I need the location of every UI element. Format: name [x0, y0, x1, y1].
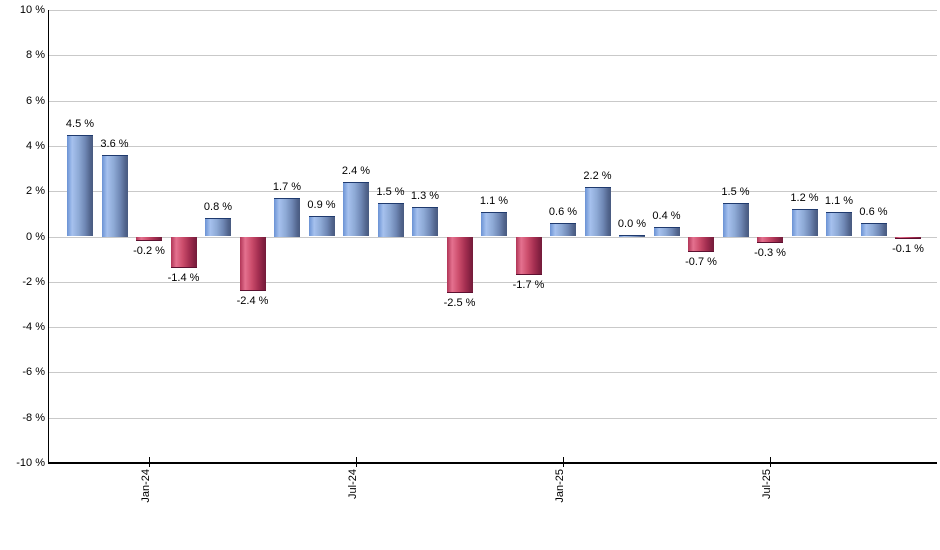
bar-Jan-25 [550, 222, 576, 237]
bar-Apr-24 [239, 236, 266, 291]
bar-value-label: 1.1 % [824, 194, 854, 207]
bar-Dec-24 [515, 236, 542, 275]
y-gridline [48, 372, 937, 374]
y-axis-tick-label: 10 % [19, 4, 45, 16]
bar-Jul-24 [343, 182, 369, 237]
bar-value-label: -2.5 % [443, 297, 476, 310]
bar-Aug-25 [791, 209, 818, 237]
y-gridline [48, 55, 937, 57]
y-gridline [48, 327, 937, 329]
y-gridline [48, 236, 937, 238]
y-axis-tick-label: -6 % [22, 366, 45, 379]
bar-Feb-24 [170, 236, 197, 269]
x-axis-tick-label: Jan-25 [554, 469, 566, 503]
bar-value-label: 1.3 % [410, 190, 440, 203]
bar-value-label: -0.7 % [685, 256, 717, 269]
bar-Nov-25 [895, 236, 921, 239]
bar-value-label: -0.1 % [892, 242, 924, 255]
bar-Sep-25 [826, 211, 852, 237]
bar-Feb-25 [584, 186, 611, 237]
y-axis-tick-label: 8 % [26, 49, 45, 62]
bar-value-label: -1.7 % [512, 279, 545, 291]
bar-Nov-24 [481, 211, 507, 237]
bar-Aug-24 [377, 202, 404, 237]
bar-May-24 [274, 198, 300, 237]
y-axis-tick-label: 0 % [26, 230, 45, 243]
bar-value-label: 0.0 % [617, 217, 647, 230]
x-axis-tick [770, 457, 771, 467]
bar-Jun-24 [308, 216, 335, 237]
bar-Dec-23 [101, 155, 128, 237]
bar-value-label: -0.3 % [754, 247, 786, 260]
y-gridline [48, 100, 937, 102]
bar-Nov-23 [67, 134, 93, 237]
x-axis-tick [356, 457, 357, 467]
bar-value-label: 0.6 % [859, 205, 888, 218]
x-axis-tick-label: Jul-24 [347, 469, 359, 499]
bar-value-label: 4.5 % [65, 117, 95, 130]
bar-Apr-25 [653, 227, 680, 237]
bar-Jan-24 [136, 236, 162, 241]
bar-value-label: 0.8 % [203, 201, 233, 214]
bar-Sep-24 [412, 207, 438, 237]
y-axis-tick-label: -10 % [16, 457, 45, 469]
bar-Oct-25 [860, 222, 887, 237]
y-axis-tick-label: -8 % [22, 411, 45, 424]
y-gridline [48, 281, 937, 283]
bar-value-label: 2.2 % [583, 169, 612, 182]
y-axis-line [48, 10, 49, 464]
bar-Jul-25 [757, 236, 783, 244]
bar-value-label: 1.5 % [376, 185, 405, 198]
x-axis-tick-label: Jul-25 [761, 469, 773, 499]
bar-Mar-24 [205, 218, 231, 237]
y-gridline [48, 417, 937, 419]
y-gridline [48, 191, 937, 193]
y-gridline [48, 145, 937, 147]
bar-value-label: 3.6 % [100, 138, 129, 150]
bar-value-label: 0.9 % [307, 199, 336, 212]
bar-value-label: -0.2 % [133, 245, 165, 257]
bar-value-label: -1.4 % [167, 272, 200, 285]
bar-value-label: 1.2 % [790, 192, 819, 205]
bar-Jun-25 [722, 202, 749, 237]
y-axis-tick-label: 4 % [26, 139, 45, 152]
bar-May-25 [688, 236, 714, 253]
bar-value-label: 1.1 % [479, 194, 509, 207]
x-axis-tick [149, 457, 150, 467]
y-axis-tick-label: 6 % [26, 94, 45, 107]
y-axis-tick-label: -2 % [22, 275, 45, 288]
y-axis-tick-label: -4 % [22, 321, 45, 334]
bar-value-label: 1.5 % [721, 185, 750, 198]
bar-Oct-24 [446, 236, 473, 294]
x-axis-line [48, 462, 937, 464]
bar-value-label: 0.4 % [652, 210, 681, 223]
bar-value-label: 1.7 % [272, 181, 302, 193]
y-gridline [48, 10, 937, 11]
x-axis-tick [563, 457, 564, 467]
bar-value-label: -2.4 % [236, 294, 269, 307]
bar-Mar-25 [619, 234, 645, 237]
bar-value-label: 0.6 % [548, 205, 578, 218]
bar-value-label: 2.4 % [341, 165, 371, 178]
y-axis-tick-label: 2 % [26, 185, 45, 198]
x-axis-tick-label: Jan-24 [140, 469, 152, 503]
